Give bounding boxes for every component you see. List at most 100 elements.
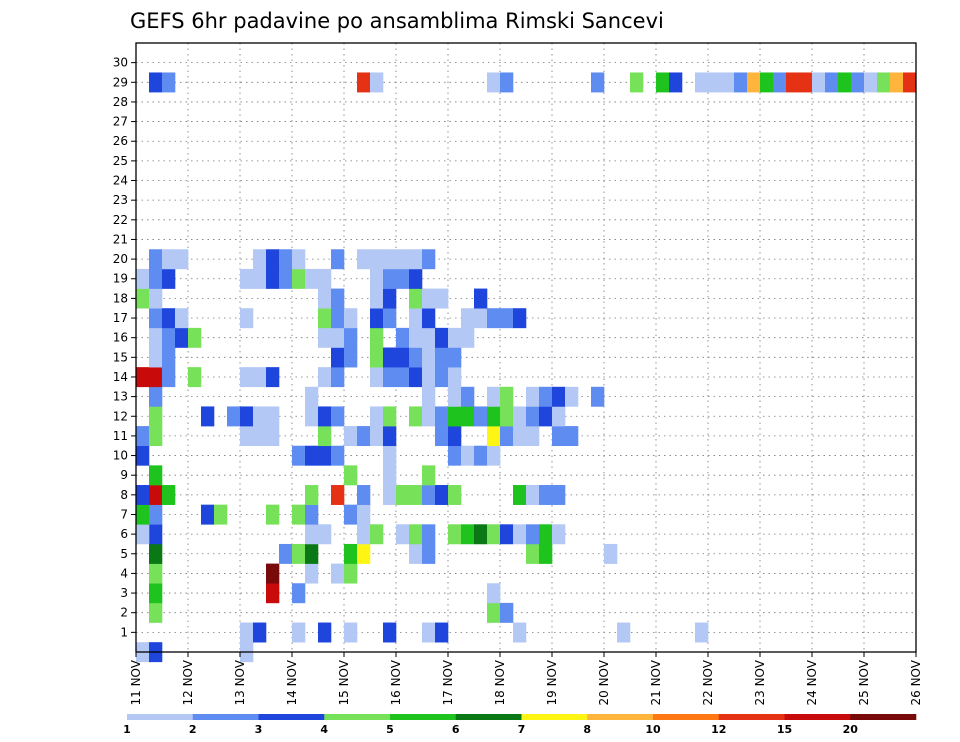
heatmap-cell — [409, 327, 423, 348]
heatmap-cell — [331, 367, 345, 388]
y-tick-label: 16 — [113, 331, 128, 345]
heatmap-cell — [370, 524, 384, 545]
heatmap-cell — [370, 426, 384, 447]
heatmap-cell — [539, 543, 553, 564]
heatmap-cell — [461, 308, 475, 329]
heatmap-cell — [344, 426, 358, 447]
heatmap-cell — [370, 268, 384, 289]
heatmap-cell — [799, 72, 813, 93]
heatmap-cell — [162, 485, 176, 505]
heatmap-cell — [292, 583, 306, 604]
heatmap-cell — [292, 622, 306, 643]
heatmap-cell — [253, 426, 267, 447]
chart-title: GEFS 6hr padavine po ansamblima Rimski S… — [130, 9, 664, 33]
y-tick-label: 26 — [113, 134, 128, 148]
y-tick-label: 15 — [113, 350, 128, 364]
colorbar-segment — [192, 714, 259, 720]
heatmap-cell — [812, 72, 826, 93]
heatmap-cell — [552, 426, 566, 447]
heatmap-cell — [422, 622, 436, 643]
y-tick-label: 22 — [113, 213, 128, 227]
x-tick-label: 26 NOV — [909, 659, 923, 705]
x-tick-label: 24 NOV — [805, 659, 819, 705]
heatmap-cell — [370, 327, 384, 348]
heatmap-cell — [435, 426, 449, 447]
heatmap-cell — [253, 406, 267, 427]
x-tick-label: 12 NOV — [181, 659, 195, 705]
heatmap-cell — [422, 288, 436, 309]
heatmap-cell — [448, 386, 462, 407]
y-tick-label: 2 — [120, 606, 128, 620]
heatmap-cell — [474, 406, 488, 427]
heatmap-cell — [591, 72, 605, 93]
y-tick-label: 14 — [113, 370, 128, 384]
colorbar-label: 5 — [386, 723, 394, 736]
heatmap-cell — [318, 308, 332, 329]
heatmap-cell — [136, 268, 150, 289]
heatmap-cell — [240, 406, 254, 427]
heatmap-cell — [539, 406, 553, 427]
heatmap-cell — [279, 543, 293, 564]
heatmap-cell — [526, 524, 540, 545]
y-tick-label: 20 — [113, 252, 128, 266]
heatmap-cell — [513, 406, 527, 427]
y-tick-label: 18 — [113, 291, 128, 305]
y-tick-label: 12 — [113, 409, 128, 423]
heatmap-cell — [669, 72, 683, 93]
x-tick-label: 14 NOV — [285, 659, 299, 705]
x-tick-label: 19 NOV — [545, 659, 559, 705]
heatmap-cell — [409, 406, 423, 427]
heatmap-cell — [435, 288, 449, 309]
heatmap-cell — [149, 327, 163, 348]
colorbar-segment — [850, 714, 917, 720]
heatmap-cell — [201, 406, 215, 427]
heatmap-cell — [162, 249, 176, 270]
heatmap-cell — [305, 386, 319, 407]
heatmap-cell — [383, 485, 397, 505]
colorbar-label: 8 — [583, 723, 591, 736]
heatmap-cell — [435, 327, 449, 348]
heatmap-cell — [409, 367, 423, 388]
heatmap-cell — [344, 308, 358, 329]
heatmap-cell — [149, 347, 163, 368]
heatmap-cell — [864, 72, 878, 93]
heatmap-cell — [266, 504, 280, 525]
heatmap-cell — [448, 347, 462, 368]
colorbar-label: 6 — [452, 723, 460, 736]
heatmap-cell — [890, 72, 904, 93]
heatmap-cell — [500, 386, 514, 407]
heatmap-cell — [825, 72, 839, 93]
heatmap-cell — [396, 485, 410, 505]
heatmap-cell — [448, 327, 462, 348]
heatmap-cell — [448, 524, 462, 545]
heatmap-cell — [318, 524, 332, 545]
heatmap-cell — [409, 268, 423, 289]
x-tick-label: 25 NOV — [857, 659, 871, 705]
heatmap-cell — [513, 308, 527, 329]
colorbar-label: 10 — [645, 723, 661, 736]
heatmap-cell — [149, 563, 163, 584]
heatmap-cell — [344, 622, 358, 643]
heatmap-cell — [370, 288, 384, 309]
heatmap-cell — [318, 445, 332, 466]
y-tick-label: 5 — [120, 547, 128, 561]
heatmap-cell — [526, 485, 540, 505]
heatmap-cell — [344, 563, 358, 584]
heatmap-cell — [409, 543, 423, 564]
heatmap-cell — [539, 485, 553, 505]
heatmap-cell — [396, 327, 410, 348]
heatmap-cell — [383, 622, 397, 643]
heatmap-cell — [448, 426, 462, 447]
heatmap-cell — [409, 347, 423, 368]
heatmap-cell — [240, 426, 254, 447]
heatmap-cell — [383, 308, 397, 329]
colorbar-label: 20 — [843, 723, 859, 736]
heatmap-cell — [422, 386, 436, 407]
heatmap-cell — [136, 485, 150, 505]
heatmap-cell — [149, 524, 163, 545]
heatmap-cell — [500, 426, 514, 447]
colorbar-segment — [587, 714, 654, 720]
heatmap-cell — [500, 406, 514, 427]
heatmap-cell — [422, 543, 436, 564]
heatmap-cell — [149, 602, 163, 623]
